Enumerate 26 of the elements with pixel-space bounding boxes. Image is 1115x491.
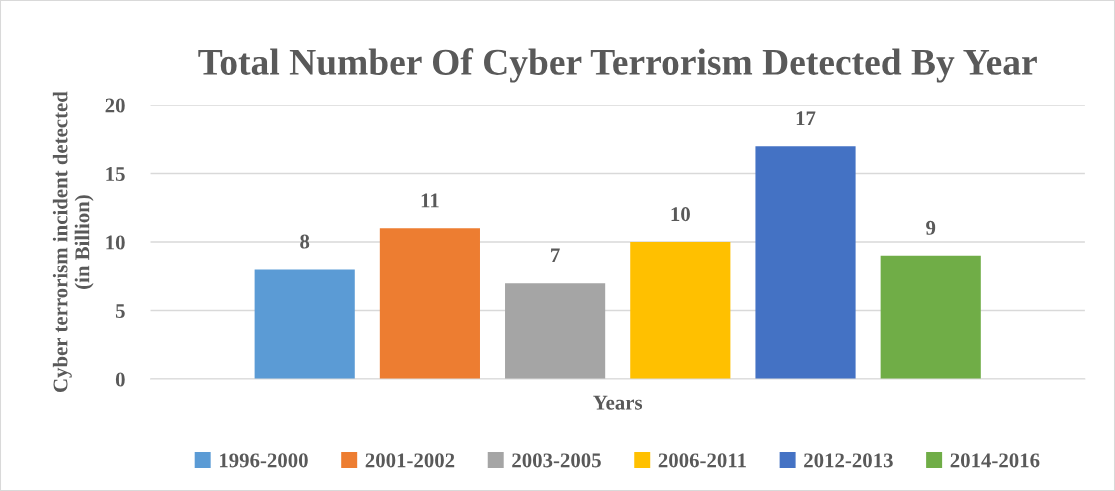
- legend-label: 1996-2000: [219, 453, 308, 468]
- x-axis-title: Years: [593, 395, 643, 410]
- y-axis-title: Cyber terrorism incident detected (in Billion): [52, 91, 94, 392]
- bar: [630, 242, 731, 380]
- y-tick-label: 20: [105, 98, 125, 113]
- legend-label: 2001-2002: [365, 453, 455, 468]
- bar: [505, 283, 606, 380]
- chart-title: Total Number Of Cyber Terrorism Detected By Year: [198, 48, 1037, 83]
- bar: [379, 228, 480, 380]
- bar: [254, 269, 355, 380]
- legend-label: 2003-2005: [512, 453, 601, 468]
- y-tick-label: 0: [115, 372, 125, 387]
- data-label: 7: [551, 248, 560, 263]
- bar: [880, 255, 981, 380]
- y-tick-label: 10: [106, 235, 125, 250]
- y-tick-label: 5: [115, 304, 125, 318]
- bar: [755, 146, 856, 380]
- legend-label: 2012-2013: [804, 453, 893, 468]
- data-label: 10: [671, 207, 690, 222]
- data-label: 9: [926, 220, 936, 235]
- data-label: 11: [421, 193, 439, 208]
- y-tick-label: 15: [106, 167, 125, 181]
- data-label: 8: [300, 234, 310, 249]
- legend-label: 2006-2011: [658, 453, 746, 468]
- data-label: 17: [796, 111, 816, 126]
- legend-label: 2014-2016: [950, 453, 1040, 468]
